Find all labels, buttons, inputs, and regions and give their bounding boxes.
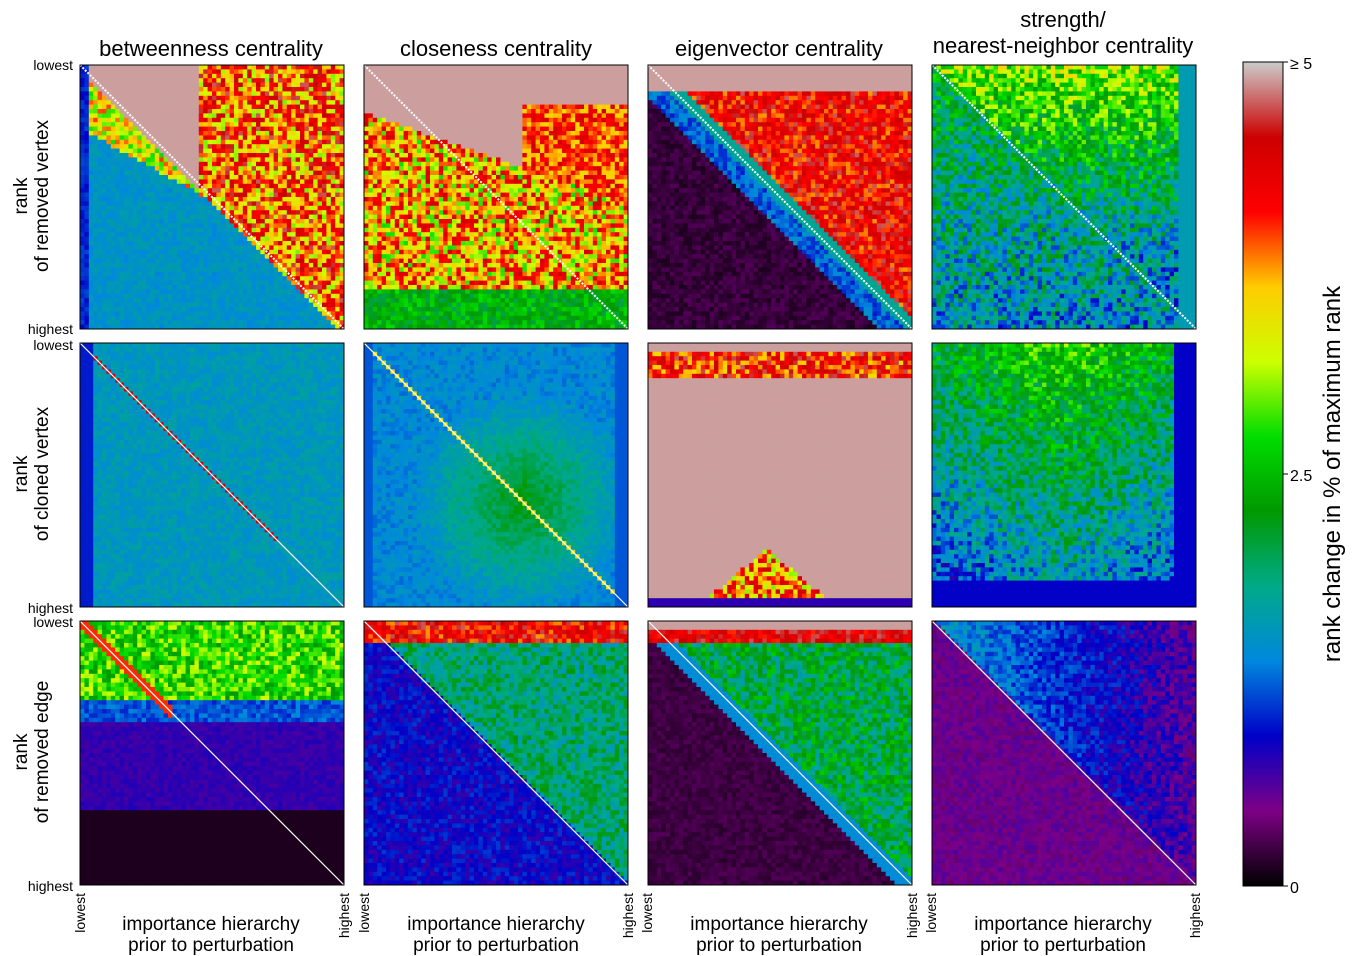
panel-closeness-removed-vertex (364, 65, 628, 329)
row-label-removed-vertex-line2: of removed vertex (32, 119, 53, 272)
y-tick-bottom-row1: highest (28, 321, 73, 337)
x-tick-left-col4: lowest (923, 893, 939, 933)
y-tick-top-row2: lowest (33, 337, 73, 353)
row-labels: rank of removed vertex rank of cloned ve… (11, 119, 53, 823)
x-tick-right-col3: highest (904, 893, 920, 938)
x-label-col1-line2: prior to perturbation (128, 935, 294, 956)
x-axis-labels: importance hierarchy prior to perturbati… (122, 914, 1152, 956)
colorbar-label: rank change in % of maximum rank (1319, 285, 1346, 662)
x-label-col2-line1: importance hierarchy (407, 914, 585, 935)
column-title-strength-line1: strength/ (1020, 7, 1106, 32)
y-tick-bottom-row3: highest (28, 878, 73, 894)
column-title-closeness: closeness centrality (400, 36, 592, 61)
row-label-cloned-vertex-line2: of cloned vertex (32, 406, 53, 541)
x-tick-right-col4: highest (1187, 893, 1203, 938)
column-title-strength-line2: nearest-neighbor centrality (933, 33, 1193, 58)
panel-betweenness-removed-vertex (80, 65, 344, 329)
x-label-col3-line2: prior to perturbation (696, 935, 862, 956)
x-tick-left-col3: lowest (639, 893, 655, 933)
x-tick-left-col2: lowest (356, 893, 372, 933)
colorbar: ≥ 5 2.5 0 rank change in % of maximum ra… (1243, 56, 1346, 897)
y-tick-top-row1: lowest (33, 57, 73, 73)
row-label-removed-vertex-line1: rank (11, 177, 32, 214)
x-label-col2-line2: prior to perturbation (413, 935, 579, 956)
column-titles: betweenness centrality closeness central… (99, 7, 1193, 61)
panel-strength-removed-edge (932, 621, 1196, 885)
panel-strength-cloned-vertex (932, 343, 1196, 607)
panel-strength-removed-vertex (932, 65, 1196, 329)
x-tick-left-col1: lowest (72, 893, 88, 933)
row-label-cloned-vertex-line1: rank (11, 455, 32, 492)
panel-closeness-removed-edge (364, 621, 628, 885)
column-title-eigenvector: eigenvector centrality (675, 36, 883, 61)
panel-betweenness-removed-edge (80, 621, 344, 885)
heatmap-panels (80, 65, 1196, 885)
x-label-col4-line1: importance hierarchy (974, 914, 1152, 935)
x-label-col3-line1: importance hierarchy (690, 914, 868, 935)
panel-eigenvector-cloned-vertex (648, 343, 912, 607)
column-title-betweenness: betweenness centrality (99, 36, 323, 61)
x-label-col1-line1: importance hierarchy (122, 914, 300, 935)
x-tick-right-col1: highest (336, 893, 352, 938)
x-label-col4-line2: prior to perturbation (980, 935, 1146, 956)
panel-betweenness-cloned-vertex (80, 343, 344, 607)
colorbar-tick-label-mid: 2.5 (1290, 468, 1312, 485)
x-tick-right-col2: highest (620, 893, 636, 938)
panel-eigenvector-removed-edge (648, 621, 912, 885)
panel-eigenvector-removed-vertex (648, 65, 912, 329)
panel-closeness-cloned-vertex (364, 343, 628, 607)
colorbar-gradient (1243, 62, 1283, 886)
row-label-removed-edge-line1: rank (11, 733, 32, 770)
colorbar-tick-label-max: ≥ 5 (1290, 56, 1312, 73)
row-label-removed-edge-line2: of removed edge (32, 681, 53, 824)
colorbar-tick-label-min: 0 (1290, 880, 1299, 897)
y-tick-top-row3: lowest (33, 614, 73, 630)
